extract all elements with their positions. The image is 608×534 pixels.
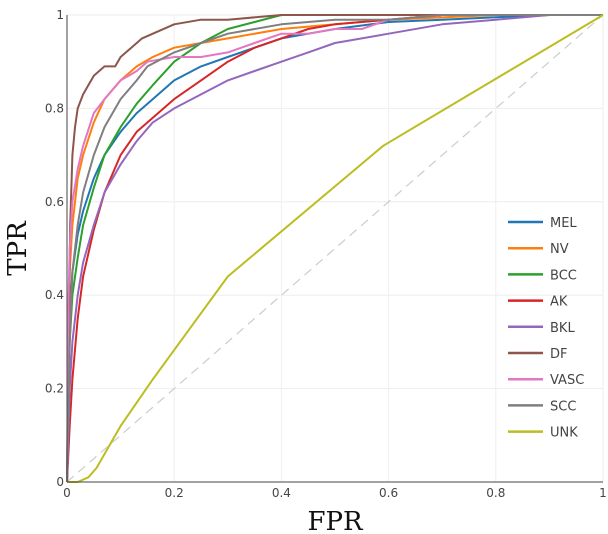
axes	[66, 15, 603, 483]
x-axis-title: FPR	[307, 507, 364, 534]
legend-label: VASC	[550, 373, 584, 388]
legend-item-scc[interactable]: SCC	[508, 399, 576, 414]
legend-label: BKL	[550, 321, 575, 336]
roc-curve-mel	[66, 14, 603, 483]
roc-curve-bkl	[66, 14, 603, 483]
y-tick-label: 0.8	[45, 101, 64, 115]
reference-diagonal	[66, 14, 604, 483]
tick-labels: 0 0.2 0.4 0.6 0.8 1 0 0.2 0.4 0.6 0.8 1	[45, 8, 607, 500]
legend-item-df[interactable]: DF	[508, 347, 568, 362]
legend-item-nv[interactable]: NV	[508, 242, 569, 257]
legend-label: DF	[550, 347, 568, 362]
roc-curve-scc	[66, 14, 603, 483]
legend-item-bcc[interactable]: BCC	[508, 268, 577, 283]
legend-item-mel[interactable]: MEL	[508, 216, 577, 231]
legend-label: SCC	[550, 399, 576, 414]
x-tick-label: 0.2	[165, 486, 184, 500]
legend-item-unk[interactable]: UNK	[508, 426, 578, 441]
legend-label: BCC	[550, 268, 577, 283]
y-tick-label: 0	[56, 475, 64, 489]
x-tick-label: 0.6	[379, 486, 398, 500]
roc-curve-df	[66, 14, 603, 483]
y-tick-label: 1	[56, 8, 64, 22]
legend-label: NV	[550, 242, 569, 257]
legend-item-bkl[interactable]: BKL	[508, 321, 575, 336]
legend-label: MEL	[550, 216, 577, 231]
x-tick-label: 0.8	[486, 486, 505, 500]
legend-item-ak[interactable]: AK	[508, 295, 568, 310]
x-tick-label: 0	[63, 486, 71, 500]
y-tick-label: 0.2	[45, 382, 64, 396]
legend-label: AK	[550, 295, 568, 310]
legend[interactable]: MEL NV BCC AK BKL DF VASC SCC UNK	[508, 216, 584, 441]
y-axis-title: TPR	[3, 220, 33, 276]
roc-curve-ak	[66, 14, 603, 483]
y-tick-label: 0.4	[45, 288, 64, 302]
legend-item-vasc[interactable]: VASC	[508, 373, 584, 388]
x-tick-label: 0.4	[272, 486, 291, 500]
x-tick-label: 1	[599, 486, 607, 500]
roc-curve-unk	[67, 14, 604, 483]
legend-label: UNK	[550, 426, 578, 441]
y-tick-label: 0.6	[45, 195, 64, 209]
roc-curves	[66, 14, 604, 483]
